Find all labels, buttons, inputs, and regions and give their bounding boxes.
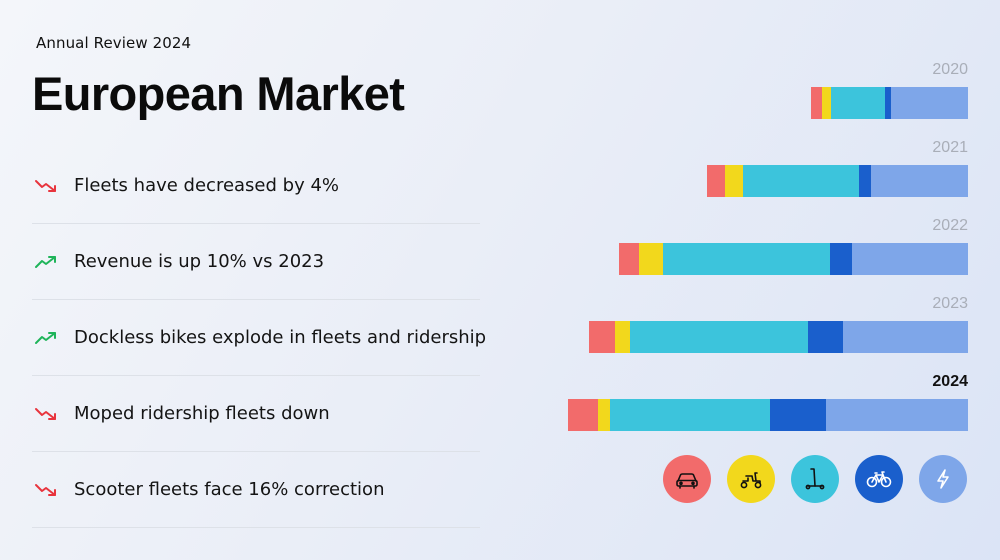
bar-2021-scooters	[743, 165, 859, 197]
highlight-text: Revenue is up 10% vs 2023	[74, 251, 325, 272]
bar-2022-mopeds	[639, 243, 663, 275]
bar-2020-scooters	[831, 87, 885, 119]
bar-2023-dockless-bikes	[808, 321, 843, 353]
list-item: Dockless bikes explode in fleets and rid…	[32, 300, 486, 376]
eyebrow-label: Annual Review 2024	[36, 34, 192, 52]
trend-up-icon	[35, 255, 56, 268]
list-item: Scooter fleets face 16% correction	[32, 452, 480, 528]
list-item: Fleets have decreased by 4%	[32, 148, 480, 224]
bar-2023-mopeds	[615, 321, 630, 353]
bar-2023-scooters	[630, 321, 808, 353]
page-title: European Market	[32, 67, 405, 120]
trend-down-icon	[35, 179, 56, 192]
legend-icons	[663, 455, 967, 503]
bar-2023-other	[843, 321, 968, 353]
bicycle-icon	[855, 455, 903, 503]
trend-down-icon	[35, 483, 56, 496]
stacked-bar-chart: 2020 2021 2022 2023 2024	[568, 61, 968, 431]
bar-2024-cars	[568, 399, 598, 431]
bar-2024-mopeds	[598, 399, 610, 431]
bar-2022-other	[852, 243, 968, 275]
year-label-2021: 2021	[932, 139, 968, 156]
kick-scooter-icon	[791, 455, 839, 503]
year-label-2023: 2023	[932, 295, 968, 312]
bar-2020-mopeds	[822, 87, 831, 119]
highlight-text: Fleets have decreased by 4%	[74, 175, 340, 196]
list-item: Revenue is up 10% vs 2023	[32, 224, 480, 300]
trend-down-icon	[35, 407, 56, 420]
year-label-2020: 2020	[932, 61, 968, 78]
bar-2022-dockless-bikes	[830, 243, 852, 275]
bar-2021-dockless-bikes	[859, 165, 871, 197]
year-label-2024: 2024	[932, 373, 968, 390]
highlights-list: Fleets have decreased by 4% Revenue is u…	[32, 148, 486, 528]
bar-2024-dockless-bikes	[770, 399, 826, 431]
bar-2020-other	[891, 87, 968, 119]
lightning-icon	[919, 455, 967, 503]
bar-2020-cars	[811, 87, 822, 119]
bar-2024-other	[826, 399, 968, 431]
trend-up-icon	[35, 331, 56, 344]
bar-2021-cars	[707, 165, 725, 197]
highlight-text: Moped ridership fleets down	[74, 403, 330, 424]
bar-2021-mopeds	[725, 165, 743, 197]
year-label-2022: 2022	[932, 217, 968, 234]
highlight-text: Dockless bikes explode in fleets and rid…	[74, 327, 487, 348]
bar-2022-cars	[619, 243, 639, 275]
bar-2022-scooters	[663, 243, 830, 275]
car-icon	[663, 455, 711, 503]
bar-2021-other	[871, 165, 968, 197]
bar-2024-scooters	[610, 399, 770, 431]
list-item: Moped ridership fleets down	[32, 376, 480, 452]
bar-2020-dockless-bikes	[885, 87, 891, 119]
highlight-text: Scooter fleets face 16% correction	[74, 479, 385, 500]
bar-2023-cars	[589, 321, 615, 353]
moped-icon	[727, 455, 775, 503]
